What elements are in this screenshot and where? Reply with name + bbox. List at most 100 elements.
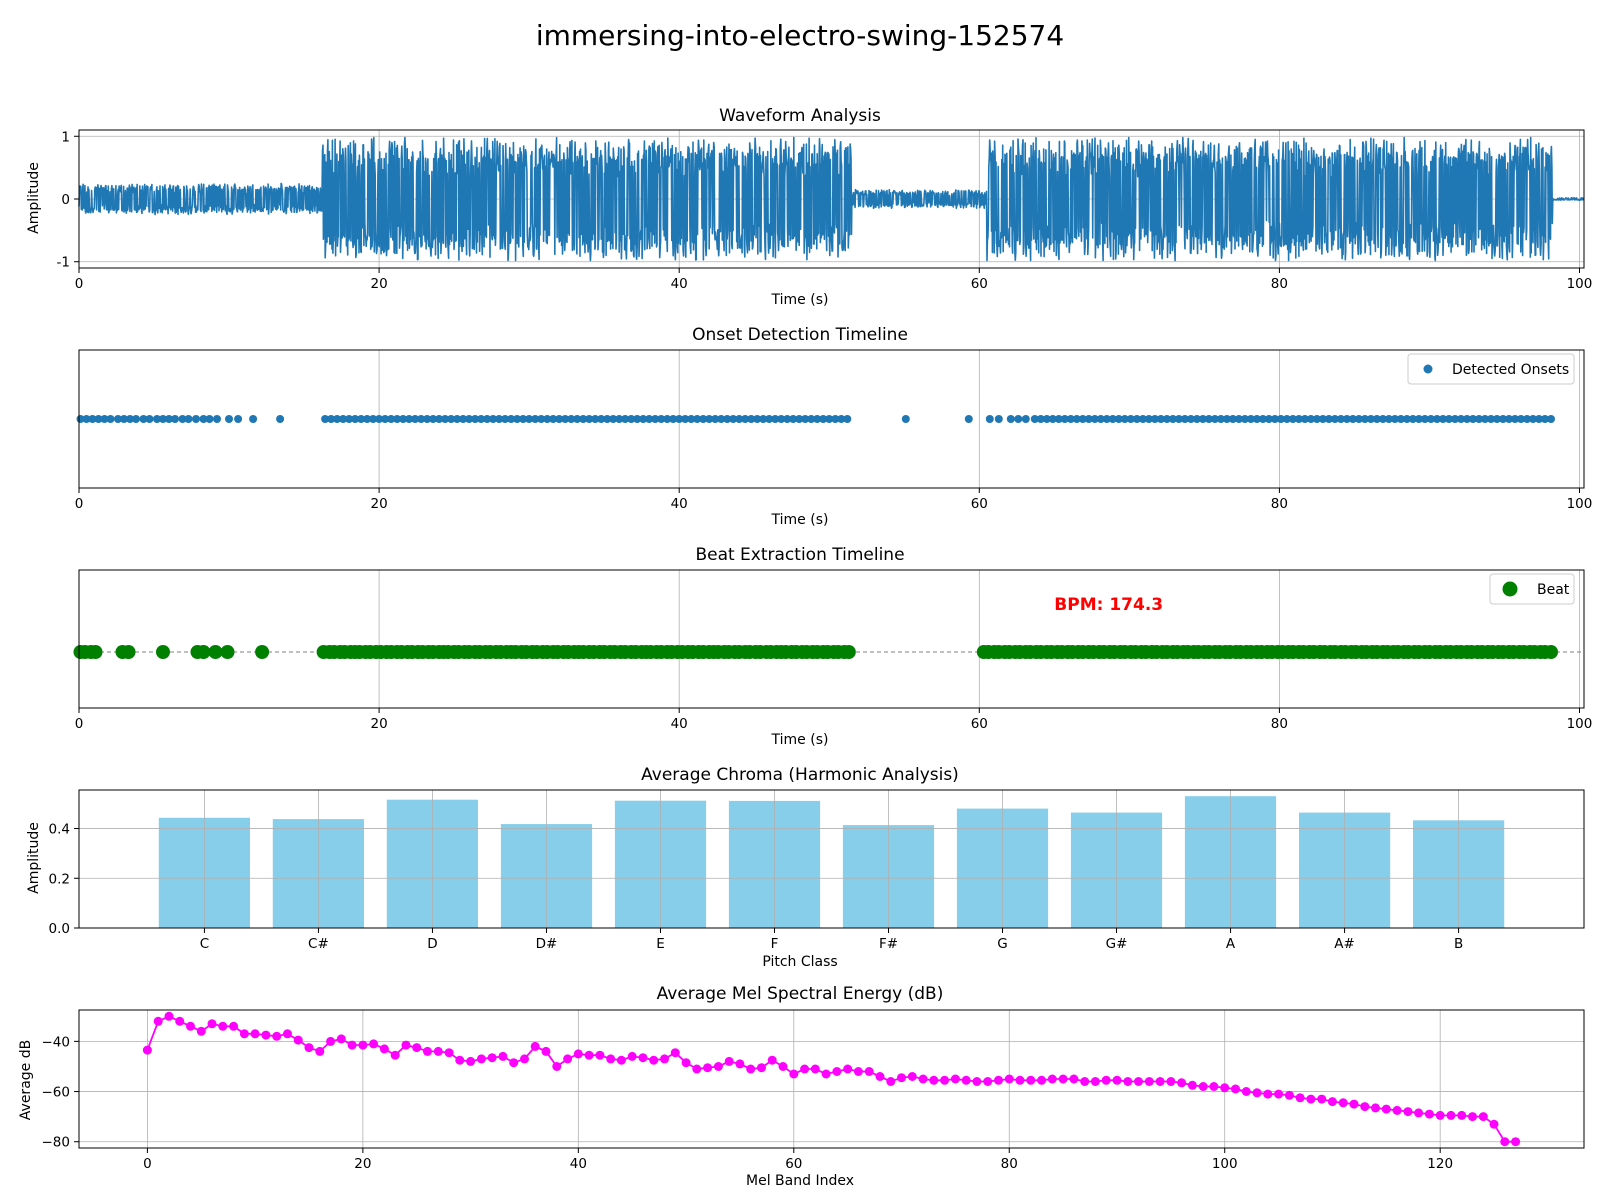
beat-xtick-label: 40 <box>671 716 688 732</box>
mel-point <box>520 1054 529 1064</box>
mel-point <box>843 1064 853 1074</box>
onset-point <box>145 415 154 423</box>
mel-point <box>940 1075 950 1085</box>
onset-point <box>106 415 115 423</box>
onset-point <box>1282 415 1291 423</box>
onset-point <box>1090 415 1099 423</box>
mel-ytick-label: −60 <box>42 1085 71 1101</box>
waveform-y-ticks: -1 0 1 <box>57 129 79 271</box>
onset-point <box>1252 415 1261 423</box>
onset-point <box>381 415 390 423</box>
onset-point <box>717 415 726 423</box>
waveform-xtick-label: 60 <box>971 276 988 292</box>
mel-point <box>724 1056 734 1066</box>
onset-point <box>1174 415 1183 423</box>
onset-point <box>1120 415 1129 423</box>
mel-point <box>573 1049 583 1059</box>
waveform-line <box>78 136 1585 262</box>
mel-xtick-label: 20 <box>354 1156 371 1172</box>
onset-point <box>159 415 167 423</box>
chroma-xtick-label: A# <box>1334 936 1355 952</box>
mel-xtick-label: 60 <box>785 1156 802 1172</box>
mel-point <box>250 1029 260 1039</box>
onset-point <box>669 415 678 423</box>
mel-point <box>1414 1108 1424 1118</box>
mel-point <box>369 1039 379 1049</box>
onset-legend: Detected Onsets <box>1407 353 1575 385</box>
onset-point <box>705 415 714 423</box>
onset-point <box>363 415 372 423</box>
onset-point <box>795 415 804 423</box>
mel-point <box>1381 1104 1391 1114</box>
beat-point <box>255 645 270 659</box>
mel-point <box>1360 1102 1370 1112</box>
onset-point <box>693 415 702 423</box>
mel-axes-frame <box>78 1009 1585 1149</box>
onset-point <box>1210 415 1219 423</box>
onset-point <box>741 415 750 423</box>
chroma-xtick-label: C <box>200 936 209 952</box>
mel-point <box>1500 1137 1510 1147</box>
onset-point <box>1384 415 1393 423</box>
onset-point <box>1222 415 1231 423</box>
beat-xtick-label: 100 <box>1567 716 1593 732</box>
onset-point <box>663 415 672 423</box>
onset-point <box>393 415 402 423</box>
onset-point <box>501 415 510 423</box>
waveform-panel: Waveform Analysis 0 20 40 60 80 100 -1 0 1 Time… <box>26 106 1592 308</box>
mel-point <box>670 1048 680 1058</box>
mel-point <box>218 1021 228 1031</box>
onset-point <box>441 415 450 423</box>
onset-point <box>276 415 285 423</box>
onset-point <box>357 415 366 423</box>
onset-point <box>1378 415 1387 423</box>
waveform-xtick-label: 20 <box>371 276 388 292</box>
onset-point <box>1054 415 1063 423</box>
beat-point <box>841 645 856 659</box>
mel-point <box>1037 1075 1047 1085</box>
onset-point <box>1324 415 1333 423</box>
mel-point <box>1231 1084 1240 1094</box>
beat-xtick-label: 0 <box>75 716 84 732</box>
mel-point <box>1015 1075 1025 1085</box>
onset-point <box>1258 415 1267 423</box>
onset-point <box>777 415 786 423</box>
mel-point <box>563 1054 573 1064</box>
onset-point <box>633 415 642 423</box>
waveform-ytick-label: 0 <box>61 192 70 208</box>
onset-point <box>405 415 414 423</box>
mel-point <box>1220 1083 1230 1093</box>
mel-point <box>1047 1074 1057 1084</box>
onset-point <box>1060 415 1069 423</box>
mel-point <box>261 1030 271 1040</box>
onset-point <box>1014 415 1023 423</box>
mel-point <box>1274 1089 1284 1099</box>
beat-xtick-label: 20 <box>371 716 388 732</box>
onset-point <box>1168 415 1177 423</box>
onset-point <box>555 415 564 423</box>
chroma-xtick-label: A <box>1226 936 1236 952</box>
mel-point <box>1112 1075 1122 1085</box>
onset-point <box>573 415 582 423</box>
mel-point <box>1252 1088 1262 1098</box>
beat-axes-frame <box>78 569 1585 709</box>
mel-point <box>832 1067 842 1076</box>
mel-point <box>1209 1082 1219 1091</box>
onset-xtick-label: 80 <box>1271 496 1288 512</box>
mel-point <box>1446 1110 1456 1120</box>
mel-xtick-label: 80 <box>1001 1156 1018 1172</box>
chroma-ytick-label: 0.2 <box>49 871 70 887</box>
chroma-panel: Average Chroma (Harmonic Analysis) C C# D D… <box>26 765 1585 970</box>
onset-point <box>994 415 1003 423</box>
waveform-ylabel: Amplitude <box>26 162 42 234</box>
onset-title: Onset Detection Timeline <box>692 325 908 345</box>
onset-point <box>543 415 552 423</box>
mel-xlabel: Mel Band Index <box>746 1173 854 1189</box>
onset-xtick-label: 20 <box>371 496 388 512</box>
mel-point <box>1069 1074 1079 1084</box>
mel-point <box>1144 1077 1154 1086</box>
onset-point <box>645 415 654 423</box>
chroma-xlabel: Pitch Class <box>762 954 837 970</box>
onset-point <box>1426 415 1435 423</box>
onset-point <box>339 415 348 423</box>
